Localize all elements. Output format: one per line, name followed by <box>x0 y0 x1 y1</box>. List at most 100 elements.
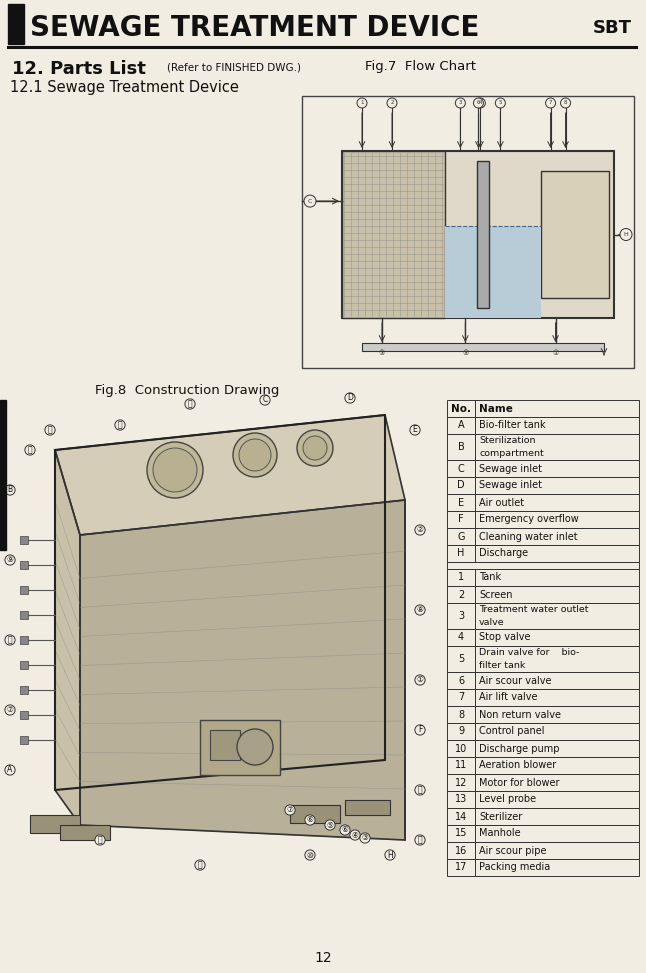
Text: ⑦: ⑦ <box>287 806 293 814</box>
Text: ④: ④ <box>351 831 359 840</box>
Text: ⑥: ⑥ <box>342 825 348 835</box>
Text: Discharge pump: Discharge pump <box>479 743 559 753</box>
Bar <box>447 511 639 528</box>
Text: Motor for blower: Motor for blower <box>479 777 559 787</box>
Text: ③: ③ <box>379 350 385 356</box>
Circle shape <box>237 729 273 765</box>
Text: 3: 3 <box>459 100 462 105</box>
Text: ⑭: ⑭ <box>28 446 32 454</box>
Text: Name: Name <box>479 404 513 414</box>
Text: 15: 15 <box>455 828 467 839</box>
Text: Screen: Screen <box>479 590 512 599</box>
Text: filter tank: filter tank <box>479 661 525 670</box>
Text: 13: 13 <box>455 795 467 805</box>
Text: ⑪: ⑪ <box>418 785 422 795</box>
Text: 2: 2 <box>458 590 464 599</box>
Circle shape <box>561 98 570 108</box>
Bar <box>447 569 639 586</box>
Text: F: F <box>458 515 464 524</box>
Bar <box>447 706 639 723</box>
Text: ⑬: ⑬ <box>118 420 122 429</box>
Bar <box>447 842 639 859</box>
Circle shape <box>387 98 397 108</box>
Polygon shape <box>80 500 405 840</box>
Bar <box>447 740 639 757</box>
Text: C: C <box>307 198 312 203</box>
Text: Fig.7  Flow Chart: Fig.7 Flow Chart <box>365 60 476 73</box>
Bar <box>447 562 639 569</box>
Text: 4: 4 <box>479 100 482 105</box>
Text: 7: 7 <box>549 100 552 105</box>
Text: C: C <box>262 395 267 405</box>
Bar <box>20 686 28 694</box>
Bar <box>447 528 639 545</box>
Text: ②: ② <box>417 525 423 534</box>
Bar <box>200 720 280 775</box>
Text: 1: 1 <box>360 100 364 105</box>
Circle shape <box>546 98 556 108</box>
Text: ⑯: ⑯ <box>198 860 202 870</box>
Text: H: H <box>623 232 629 237</box>
Text: 1: 1 <box>458 572 464 583</box>
Text: 12: 12 <box>455 777 467 787</box>
Bar <box>5 400 440 930</box>
Text: A: A <box>7 766 13 775</box>
Text: ⑬: ⑬ <box>188 400 193 409</box>
Circle shape <box>233 433 277 477</box>
Text: Packing media: Packing media <box>479 862 550 873</box>
Text: No.: No. <box>451 404 471 414</box>
Text: Discharge: Discharge <box>479 549 528 559</box>
Bar <box>447 757 639 774</box>
Text: Drain valve for    bio-: Drain valve for bio- <box>479 648 579 657</box>
Circle shape <box>153 448 197 492</box>
Bar <box>60 825 110 840</box>
Bar <box>447 460 639 477</box>
Text: SEWAGE TREATMENT DEVICE: SEWAGE TREATMENT DEVICE <box>30 14 479 42</box>
Bar <box>20 536 28 544</box>
Text: 5: 5 <box>499 100 502 105</box>
Circle shape <box>620 229 632 240</box>
Text: E: E <box>413 425 417 435</box>
Polygon shape <box>55 450 80 825</box>
Text: Bio-filter tank: Bio-filter tank <box>479 420 546 430</box>
Bar <box>20 636 28 644</box>
Bar <box>20 611 28 619</box>
Text: 6: 6 <box>458 675 464 686</box>
Bar <box>20 736 28 744</box>
Text: SBT: SBT <box>593 19 632 37</box>
Text: D: D <box>457 481 465 490</box>
Bar <box>0 400 6 550</box>
Bar <box>447 400 639 417</box>
Text: F: F <box>418 726 422 735</box>
Text: Sterilizer: Sterilizer <box>479 811 522 821</box>
Text: ⑩: ⑩ <box>307 850 313 859</box>
Polygon shape <box>55 415 405 535</box>
Text: 8: 8 <box>564 100 567 105</box>
Text: ⑮: ⑮ <box>98 836 102 845</box>
Text: Air scour pipe: Air scour pipe <box>479 846 547 855</box>
Text: 7: 7 <box>458 693 464 703</box>
Text: ③: ③ <box>362 834 368 843</box>
Bar <box>447 646 639 672</box>
Bar <box>8 4 24 44</box>
Bar <box>20 586 28 594</box>
Text: 5: 5 <box>458 654 464 664</box>
Text: B: B <box>8 486 12 494</box>
Bar <box>20 661 28 669</box>
Text: Fig.8  Construction Drawing: Fig.8 Construction Drawing <box>95 384 279 397</box>
Text: 4: 4 <box>458 632 464 642</box>
Text: 14: 14 <box>455 811 467 821</box>
Bar <box>447 629 639 646</box>
Text: E: E <box>458 497 464 508</box>
Text: 12. Parts List: 12. Parts List <box>12 60 146 78</box>
Text: A: A <box>457 420 464 430</box>
Text: valve: valve <box>479 618 505 627</box>
Text: (Refer to FINISHED DWG.): (Refer to FINISHED DWG.) <box>167 62 301 72</box>
Text: compartment: compartment <box>479 449 544 458</box>
Bar <box>445 226 541 318</box>
Bar <box>447 808 639 825</box>
Bar <box>362 343 604 351</box>
Bar <box>447 825 639 842</box>
Text: ⑰: ⑰ <box>8 635 12 644</box>
Text: Control panel: Control panel <box>479 727 545 737</box>
